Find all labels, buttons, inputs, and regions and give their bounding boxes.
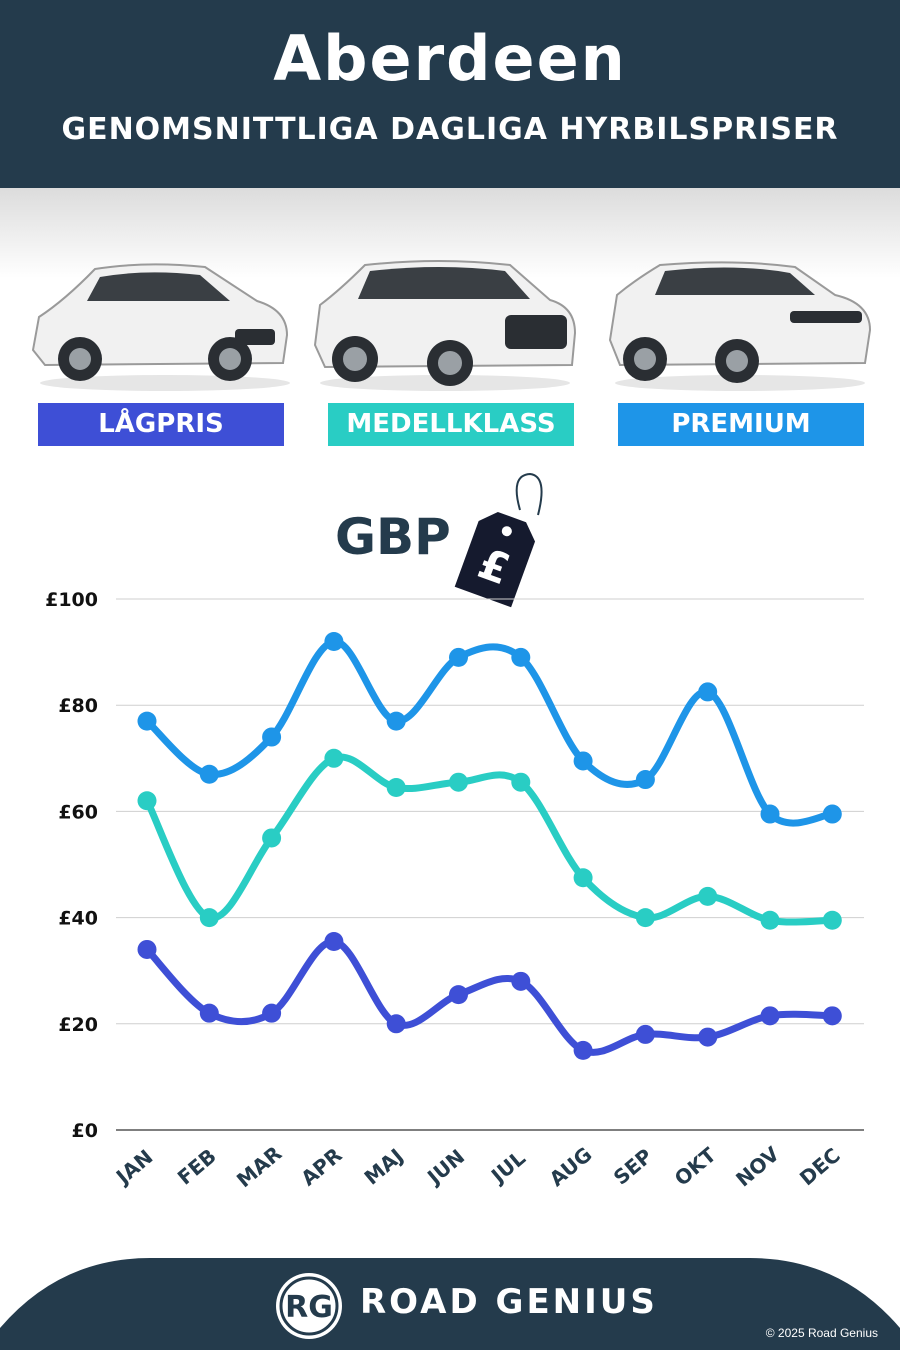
series-line bbox=[143, 753, 836, 926]
data-point bbox=[262, 1003, 282, 1023]
data-point bbox=[449, 647, 468, 667]
data-point bbox=[137, 939, 157, 959]
data-point bbox=[760, 804, 780, 824]
data-point bbox=[449, 772, 468, 792]
x-tick-label: DEC bbox=[795, 1143, 845, 1190]
copyright-text: © 2025 Road Genius bbox=[765, 1326, 878, 1340]
data-point bbox=[137, 711, 157, 731]
data-point bbox=[635, 908, 655, 928]
x-tick-label: JUL bbox=[485, 1146, 530, 1189]
data-point bbox=[573, 1040, 593, 1060]
data-point bbox=[511, 971, 531, 991]
data-point bbox=[822, 1006, 842, 1026]
data-point bbox=[199, 764, 219, 784]
brand-name: ROAD GENIUS bbox=[360, 1282, 658, 1322]
footer-banner bbox=[0, 1258, 900, 1350]
hatchback-car-icon bbox=[31, 263, 290, 391]
data-point bbox=[386, 711, 406, 731]
x-tick-label: JAN bbox=[110, 1145, 157, 1190]
data-point bbox=[698, 682, 718, 702]
x-tick-label: OKT bbox=[670, 1142, 721, 1190]
y-tick-label: £60 bbox=[58, 801, 98, 823]
y-tick-label: £20 bbox=[58, 1014, 98, 1036]
category-label-budget: LÅGPRIS bbox=[38, 403, 284, 446]
data-point bbox=[698, 1027, 718, 1047]
x-tick-label: FEB bbox=[173, 1144, 221, 1190]
series-2 bbox=[137, 931, 842, 1060]
x-tick-label: JUN bbox=[421, 1144, 469, 1190]
data-point bbox=[449, 985, 468, 1005]
data-point bbox=[386, 1014, 406, 1034]
y-tick-label: £80 bbox=[58, 695, 98, 717]
data-point bbox=[635, 770, 655, 790]
x-tick-label: NOV bbox=[731, 1141, 784, 1191]
data-point bbox=[760, 910, 780, 930]
header-banner: Aberdeen GENOMSNITTLIGA DAGLIGA HYRBILSP… bbox=[0, 0, 900, 188]
data-point bbox=[698, 886, 718, 906]
y-tick-label: £40 bbox=[58, 908, 98, 930]
series-layer bbox=[137, 631, 842, 1060]
series-line bbox=[143, 637, 836, 827]
data-point bbox=[324, 631, 344, 651]
data-point bbox=[199, 1003, 219, 1023]
x-tick-label: MAJ bbox=[360, 1144, 408, 1190]
data-point bbox=[386, 778, 406, 798]
x-tick-label: MAR bbox=[232, 1141, 286, 1192]
premium-suv-car-icon bbox=[608, 261, 872, 391]
category-label-premium: PREMIUM bbox=[618, 403, 864, 446]
x-tick-label: AUG bbox=[545, 1142, 597, 1191]
x-tick-label: APR bbox=[296, 1143, 346, 1191]
logo-initials: RG bbox=[285, 1290, 333, 1325]
y-axis-ticks: £0 £20 £40 £60 £80 £100 bbox=[45, 589, 98, 1142]
data-point bbox=[137, 791, 157, 811]
road-genius-logo-icon: RG bbox=[276, 1273, 342, 1339]
grid-lines bbox=[116, 598, 864, 1131]
data-point bbox=[199, 908, 219, 928]
price-line-chart: £0 £20 £40 £60 £80 £100 JAN FEB MAR APR MAJ JUN JUL… bbox=[45, 589, 864, 1192]
series-1 bbox=[137, 748, 842, 930]
data-point bbox=[324, 748, 344, 768]
data-point bbox=[822, 910, 842, 930]
data-point bbox=[760, 1006, 780, 1026]
currency-label: GBP bbox=[335, 508, 451, 566]
category-label-midsize: MEDELLKLASS bbox=[328, 403, 574, 446]
y-tick-label: £100 bbox=[45, 589, 98, 611]
data-point bbox=[262, 727, 282, 747]
data-point bbox=[511, 647, 531, 667]
series-0 bbox=[137, 631, 842, 827]
data-point bbox=[635, 1024, 655, 1044]
pound-price-tag-icon: £ bbox=[454, 472, 543, 608]
page-subtitle: GENOMSNITTLIGA DAGLIGA HYRBILSPRISER bbox=[61, 112, 839, 147]
data-point bbox=[511, 772, 531, 792]
y-tick-label: £0 bbox=[72, 1120, 98, 1142]
page-title: Aberdeen bbox=[273, 22, 627, 95]
data-point bbox=[324, 931, 344, 951]
data-point bbox=[573, 751, 593, 771]
data-point bbox=[573, 868, 593, 888]
x-axis-ticks: JAN FEB MAR APR MAJ JUN JUL AUG SEP OKT NOV DEC bbox=[110, 1141, 845, 1192]
data-point bbox=[262, 828, 282, 848]
series-line bbox=[143, 938, 836, 1056]
suv-car-icon bbox=[313, 260, 577, 391]
x-tick-label: SEP bbox=[609, 1144, 657, 1190]
data-point bbox=[822, 804, 842, 824]
